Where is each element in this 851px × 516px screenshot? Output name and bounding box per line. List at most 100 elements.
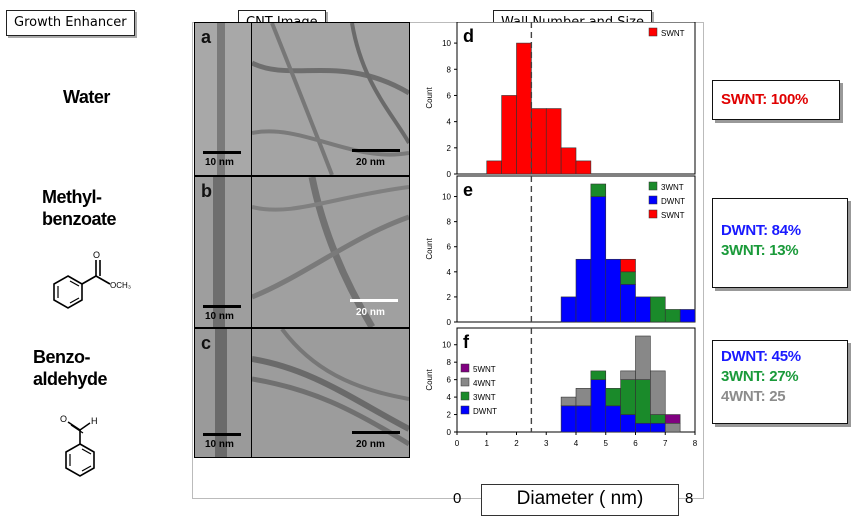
histogram-bar bbox=[590, 370, 607, 380]
legend-swatch bbox=[648, 181, 658, 191]
tem-image-b-large: 20 nm bbox=[251, 176, 410, 328]
y-tick-label: 4 bbox=[447, 393, 452, 402]
tem-image-b-small: b 10 nm bbox=[194, 176, 252, 328]
methylbenzoate-structure: O OCH₃ bbox=[53, 250, 131, 309]
histogram-bar bbox=[486, 160, 502, 175]
enhancer-methylbenzoate: Methyl- benzoate bbox=[42, 186, 117, 230]
y-tick-label: 10 bbox=[442, 39, 451, 48]
histogram-bar bbox=[560, 396, 577, 407]
histogram-bar bbox=[531, 108, 547, 175]
y-axis-label: Count bbox=[425, 238, 434, 260]
histogram-bar bbox=[620, 379, 636, 415]
legend-label: 4WNT bbox=[473, 379, 496, 388]
histogram-bar bbox=[590, 183, 607, 197]
scale-text: 20 nm bbox=[356, 307, 385, 318]
histogram-bar bbox=[605, 258, 621, 323]
formula-label: H bbox=[91, 416, 98, 426]
x-tick-label: 8 bbox=[693, 439, 698, 448]
y-axis-label: Count bbox=[425, 87, 434, 109]
histogram-bar bbox=[620, 271, 636, 285]
panel-label-b: b bbox=[201, 181, 212, 201]
panel-label: e bbox=[463, 180, 473, 200]
scale-bar bbox=[203, 433, 241, 436]
tem-image-c-small: c 10 nm bbox=[194, 328, 252, 458]
scale-bar bbox=[352, 149, 400, 152]
x-tick-label: 5 bbox=[604, 439, 609, 448]
histogram-bar bbox=[575, 160, 592, 175]
scale-text: 10 nm bbox=[205, 311, 234, 322]
enhancer-line: Benzo- bbox=[33, 347, 91, 367]
legend-label: 3WNT bbox=[661, 183, 684, 192]
histogram-bar bbox=[650, 296, 666, 323]
tem-image-a-large: 20 nm bbox=[251, 22, 410, 176]
tem-image-a-small: a 10 nm bbox=[194, 22, 252, 176]
histogram-bar bbox=[664, 414, 681, 424]
header-growth-enhancer: Growth Enhancer bbox=[6, 10, 135, 36]
histogram-bar bbox=[664, 422, 681, 433]
scale-text: 10 nm bbox=[205, 439, 234, 450]
histogram-bar bbox=[650, 370, 666, 415]
summary-line: SWNT: 100% bbox=[721, 91, 809, 108]
legend-label: DWNT bbox=[473, 407, 497, 416]
enhancer-water: Water bbox=[63, 86, 110, 108]
legend-label: SWNT bbox=[661, 29, 685, 38]
scale-bar bbox=[203, 305, 241, 308]
y-tick-label: 2 bbox=[447, 144, 452, 153]
y-tick-label: 10 bbox=[442, 193, 451, 202]
x-tick-label: 1 bbox=[485, 439, 490, 448]
y-tick-label: 0 bbox=[447, 170, 452, 179]
axis-max-label: 8 bbox=[685, 490, 694, 507]
y-tick-label: 4 bbox=[447, 268, 452, 277]
panel-label: f bbox=[463, 332, 470, 352]
summary-line: DWNT: 45% bbox=[721, 348, 801, 365]
summary-line: 4WNT: 25 bbox=[721, 388, 786, 405]
enhancer-benzaldehyde: Benzo- aldehyde bbox=[33, 346, 108, 390]
enhancer-line: Water bbox=[63, 87, 110, 107]
histogram-bar bbox=[560, 296, 577, 323]
histogram-bar bbox=[605, 405, 621, 433]
formula-label: OCH₃ bbox=[110, 281, 131, 290]
histogram-bar bbox=[620, 284, 636, 323]
svg-text:O: O bbox=[93, 250, 100, 260]
panel-label-a: a bbox=[201, 27, 212, 47]
y-tick-label: 8 bbox=[447, 218, 452, 227]
x-tick-label: 4 bbox=[574, 439, 579, 448]
histogram-bar bbox=[590, 196, 607, 323]
figure-frame bbox=[192, 22, 704, 499]
histogram-bar bbox=[560, 405, 577, 433]
legend-swatch bbox=[460, 377, 470, 387]
scale-text: 20 nm bbox=[356, 157, 385, 168]
y-tick-label: 4 bbox=[447, 118, 452, 127]
histogram-bar bbox=[516, 42, 532, 175]
histogram-bar bbox=[575, 388, 592, 407]
legend-label: SWNT bbox=[661, 211, 685, 220]
histogram-bar bbox=[620, 370, 636, 380]
histogram-bar bbox=[635, 296, 651, 323]
y-tick-label: 2 bbox=[447, 293, 452, 302]
benzaldehyde-structure: O H bbox=[60, 414, 98, 477]
x-tick-label: 3 bbox=[544, 439, 549, 448]
histogram-bar bbox=[590, 379, 607, 433]
histogram-bar bbox=[605, 388, 621, 407]
y-tick-label: 0 bbox=[447, 428, 452, 437]
y-tick-label: 6 bbox=[447, 243, 452, 252]
histogram-bar bbox=[620, 414, 636, 433]
histogram-bar bbox=[620, 258, 636, 273]
svg-text:O: O bbox=[60, 414, 67, 424]
summary-line: DWNT: 84% bbox=[721, 222, 801, 239]
legend-label: 5WNT bbox=[473, 365, 496, 374]
enhancer-line: Methyl- bbox=[42, 187, 102, 207]
panel-label-c: c bbox=[201, 333, 212, 353]
axis-min-label: 0 bbox=[453, 490, 462, 507]
histogram-bar bbox=[545, 108, 562, 175]
legend-label: 3WNT bbox=[473, 393, 496, 402]
histogram-bar bbox=[635, 422, 651, 433]
x-tick-label: 7 bbox=[663, 439, 668, 448]
histogram-bar bbox=[575, 405, 592, 433]
histogram-bar bbox=[501, 95, 517, 175]
histogram-bar bbox=[560, 147, 577, 175]
x-tick-label: 6 bbox=[633, 439, 638, 448]
legend-swatch bbox=[648, 209, 658, 219]
legend-swatch bbox=[460, 405, 470, 415]
